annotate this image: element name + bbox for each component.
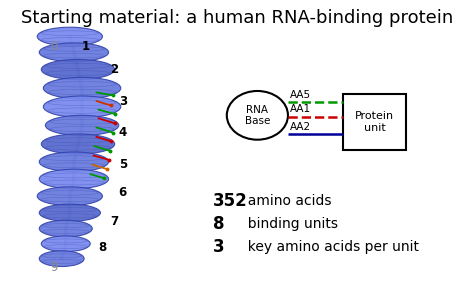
Ellipse shape	[41, 59, 115, 79]
Ellipse shape	[37, 27, 102, 46]
Ellipse shape	[43, 96, 121, 118]
Text: Starting material: a human RNA-binding protein: Starting material: a human RNA-binding p…	[21, 9, 453, 27]
Text: 6: 6	[118, 186, 127, 199]
Text: AA2: AA2	[290, 122, 311, 132]
Text: 8: 8	[98, 241, 107, 254]
Text: 1: 1	[82, 40, 90, 53]
Bar	[343, 94, 406, 150]
Ellipse shape	[41, 236, 90, 252]
Text: 7: 7	[110, 215, 119, 228]
Text: AA5: AA5	[290, 90, 311, 100]
Text: 3: 3	[212, 238, 224, 256]
Text: RNA
Base: RNA Base	[245, 105, 270, 126]
Ellipse shape	[39, 152, 109, 172]
Ellipse shape	[39, 169, 109, 189]
Text: amino acids: amino acids	[239, 194, 331, 208]
Text: 2: 2	[110, 63, 119, 76]
Text: Protein
unit: Protein unit	[355, 111, 394, 132]
Text: 352: 352	[212, 192, 247, 210]
Ellipse shape	[39, 251, 84, 266]
Text: key amino acids per unit: key amino acids per unit	[239, 240, 419, 254]
Text: 5: 5	[118, 158, 127, 170]
Text: 4: 4	[118, 126, 127, 139]
Text: AA1: AA1	[290, 105, 311, 114]
Text: 3: 3	[119, 94, 127, 107]
Ellipse shape	[39, 220, 92, 237]
Ellipse shape	[39, 204, 100, 221]
Ellipse shape	[43, 77, 121, 99]
Ellipse shape	[37, 187, 102, 205]
Ellipse shape	[46, 115, 119, 135]
Text: binding units: binding units	[239, 217, 338, 231]
Ellipse shape	[227, 91, 288, 140]
Ellipse shape	[39, 43, 109, 62]
Text: 9: 9	[50, 261, 57, 274]
Text: 0: 0	[50, 40, 57, 53]
Text: 8: 8	[212, 215, 224, 233]
Ellipse shape	[41, 134, 115, 154]
